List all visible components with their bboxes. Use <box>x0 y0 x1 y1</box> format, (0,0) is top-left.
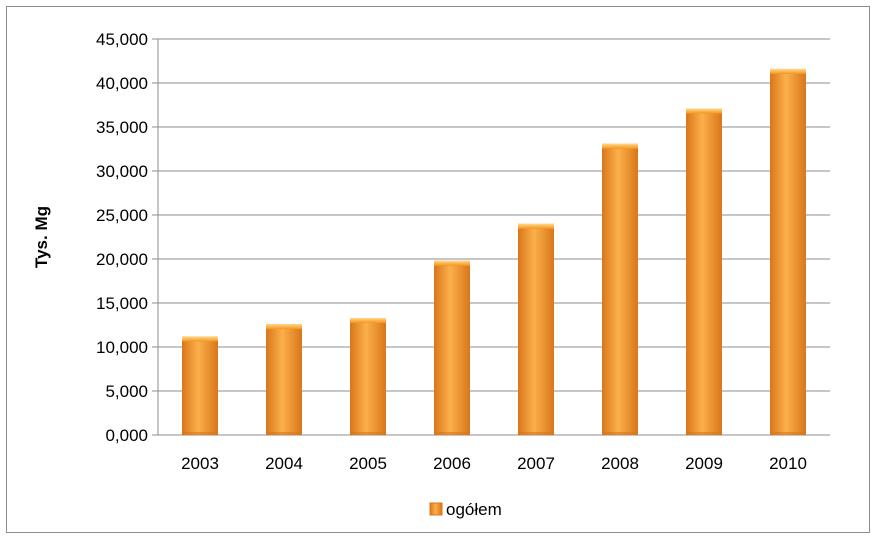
bar-cap-2007 <box>518 223 554 229</box>
x-axis-ticks: 2003 2004 2005 2006 2007 2008 2009 2010 <box>181 454 807 473</box>
gridlines <box>152 38 830 436</box>
bar-2009 <box>686 108 722 436</box>
bars <box>182 68 806 436</box>
bar-cap-2004 <box>266 324 302 330</box>
y-tick-label: 0,000 <box>105 426 148 445</box>
y-tick-label: 35,000 <box>96 118 148 137</box>
y-tick-label: 20,000 <box>96 250 148 269</box>
x-tick-label: 2004 <box>265 454 303 473</box>
x-tick-label: 2010 <box>769 454 807 473</box>
y-tick-label: 30,000 <box>96 162 148 181</box>
bar-cap-2003 <box>182 336 218 342</box>
bar-2010 <box>770 68 806 436</box>
bar-2005 <box>350 317 386 435</box>
legend-swatch <box>429 502 443 516</box>
bar-base-2004 <box>266 432 302 435</box>
bar-base-2010 <box>770 432 806 435</box>
bar-cap-2005 <box>350 317 386 323</box>
bar-2006 <box>434 260 470 435</box>
y-tick-label: 15,000 <box>96 294 148 313</box>
bar-cap-2006 <box>434 260 470 266</box>
y-tick-label: 5,000 <box>105 382 148 401</box>
legend-label: ogółem <box>446 500 502 519</box>
bar-chart: 0,000 5,000 10,000 15,000 20,000 25,000 30,000… <box>32 30 830 519</box>
x-tick-label: 2007 <box>517 454 555 473</box>
x-tick-label: 2009 <box>685 454 723 473</box>
bar-cap-2009 <box>686 108 722 114</box>
bar-cap-2008 <box>602 143 638 149</box>
bar-base-2005 <box>350 432 386 435</box>
y-tick-label: 10,000 <box>96 338 148 357</box>
bar-2004 <box>266 324 302 435</box>
bar-base-2007 <box>518 432 554 435</box>
bar-base-2003 <box>182 432 218 435</box>
y-tick-label: 40,000 <box>96 74 148 93</box>
bar-2003 <box>182 336 218 435</box>
bar-cap-2010 <box>770 68 806 74</box>
legend: ogółem <box>429 500 502 519</box>
y-axis-ticks: 0,000 5,000 10,000 15,000 20,000 25,000 30,000… <box>96 30 148 445</box>
x-tick-label: 2005 <box>349 454 387 473</box>
x-tick-label: 2008 <box>601 454 639 473</box>
bar-2008 <box>602 143 638 435</box>
y-tick-label: 25,000 <box>96 206 148 225</box>
chart-frame: 0,000 5,000 10,000 15,000 20,000 25,000 30,000… <box>6 6 870 533</box>
x-tick-label: 2006 <box>433 454 471 473</box>
bar-base-2009 <box>686 432 722 435</box>
y-tick-label: 45,000 <box>96 30 148 49</box>
bar-base-2008 <box>602 432 638 435</box>
x-tick-label: 2003 <box>181 454 219 473</box>
bar-2007 <box>518 223 554 435</box>
y-axis-label: Tys. Mg <box>32 206 51 268</box>
bar-base-2006 <box>434 432 470 435</box>
